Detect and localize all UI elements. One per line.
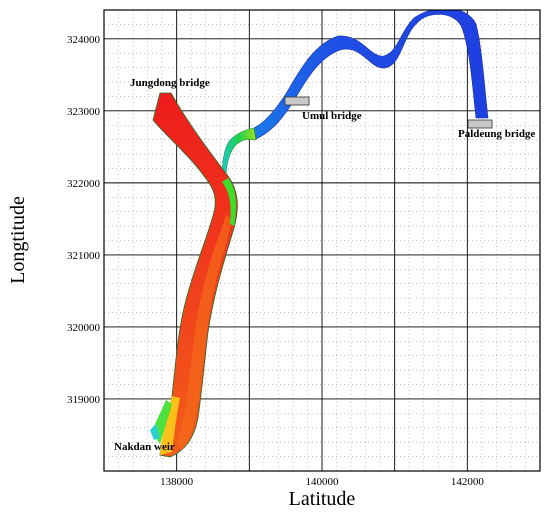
confluence-edge-band — [222, 178, 236, 226]
river-transition-section — [221, 127, 257, 181]
y-tick-label: 323000 — [67, 106, 101, 118]
label-paldeung-bridge: Paldeung bridge — [458, 128, 535, 140]
plot-frame — [103, 9, 541, 472]
weir-low-band — [160, 396, 180, 455]
y-axis-title: Longtitude — [7, 196, 29, 284]
label-umul-bridge: Umul bridge — [302, 110, 362, 122]
x-tick-label: 138000 — [160, 476, 194, 488]
x-tick-label: 142000 — [451, 476, 485, 488]
y-tick-label: 320000 — [67, 322, 101, 334]
label-nakdan-weir: Nakdan weir — [114, 441, 175, 453]
river-main-channel — [152, 92, 238, 458]
y-axis-ticks: 319000 320000 321000 322000 323000 324000 — [67, 34, 101, 406]
river-domain — [150, 10, 489, 458]
umul-bridge-marker — [284, 96, 310, 106]
river-upstream-section — [253, 10, 489, 141]
label-jungdong-bridge: Jungdong bridge — [130, 77, 210, 89]
y-tick-label: 324000 — [67, 34, 101, 46]
paldeung-bridge-marker — [467, 119, 493, 129]
x-axis-title: Latitude — [289, 488, 356, 510]
y-tick-label: 319000 — [67, 394, 101, 406]
y-tick-label: 322000 — [67, 178, 101, 190]
x-axis-ticks: 138000 140000 142000 — [160, 476, 484, 488]
river-inner-band — [178, 214, 232, 450]
weir-cyan-band — [150, 424, 160, 440]
y-tick-label: 321000 — [67, 250, 101, 262]
x-tick-label: 140000 — [306, 476, 340, 488]
